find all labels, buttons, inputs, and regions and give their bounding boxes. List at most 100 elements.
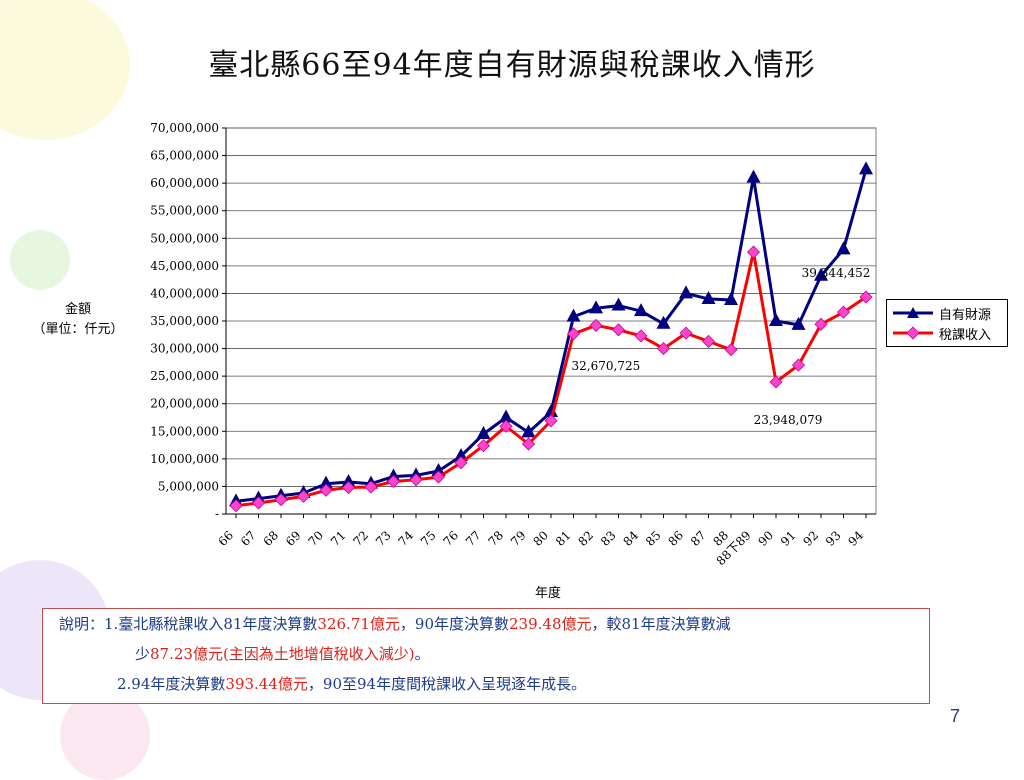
x-tick-label: 92	[800, 528, 821, 549]
data-point-own-revenue	[746, 169, 761, 183]
data-point-tax-revenue	[341, 480, 356, 495]
x-tick-label: 67	[238, 528, 259, 549]
y-tick-label: 55,000,000	[150, 204, 219, 218]
data-point-tax-revenue	[499, 419, 513, 433]
x-tick-label: 73	[373, 528, 394, 549]
legend: 自有財源 稅課收入	[886, 299, 1008, 347]
data-point-own-revenue	[724, 292, 738, 306]
data-label: 32,670,725	[572, 359, 641, 373]
x-tick-label: 75	[418, 528, 439, 549]
y-tick-label: 35,000,000	[150, 314, 219, 328]
data-point-own-revenue	[701, 290, 716, 304]
data-point-tax-revenue	[836, 305, 851, 319]
data-label: 39,344,452	[802, 266, 871, 280]
data-point-tax-revenue	[791, 358, 806, 372]
x-tick-label: 70	[305, 528, 326, 549]
data-point-own-revenue	[791, 316, 806, 330]
data-point-tax-revenue	[746, 245, 761, 259]
y-tick-label: -	[215, 507, 219, 521]
note-item1-b: ，90年度決算數	[399, 615, 510, 633]
x-tick-label: 90	[755, 528, 776, 549]
line-chart: - 5,000,000 10,000,000 15,000,000 20,000,000…	[150, 121, 877, 568]
x-tick-label: 80	[530, 528, 551, 549]
legend-item-own-revenue: 自有財源	[893, 304, 992, 323]
legend-triangle-marker	[893, 307, 933, 318]
x-tick-label: 94	[845, 528, 866, 549]
data-point-tax-revenue	[521, 437, 536, 451]
note-item2-b: ，90至94年度間稅課收入呈現逐年成長。	[307, 675, 587, 693]
note-line-1: 說明：1.臺北縣稅課收入81年度決算數326.71億元，90年度決算數239.4…	[51, 609, 921, 639]
x-axis-label: 年度	[535, 586, 562, 601]
note-item2-v1: 393.44億元	[225, 675, 308, 693]
y-tick-label: 70,000,000	[150, 121, 219, 135]
x-tick-label: 77	[463, 528, 484, 549]
data-point-own-revenue	[454, 448, 468, 462]
data-point-tax-revenue	[611, 323, 626, 337]
data-point-own-revenue	[319, 475, 333, 489]
note-item2-a: 2.94年度決算數	[117, 675, 226, 693]
note-prefix: 說明：	[59, 615, 105, 633]
data-point-tax-revenue	[566, 327, 581, 341]
data-point-tax-revenue	[319, 483, 333, 497]
x-tick-label: 93	[823, 528, 844, 549]
x-tick-label: 71	[328, 528, 349, 549]
data-point-tax-revenue	[724, 343, 738, 357]
y-tick-label: 45,000,000	[150, 259, 219, 273]
data-point-own-revenue	[341, 474, 356, 488]
data-point-tax-revenue	[679, 326, 693, 340]
data-point-tax-revenue	[634, 329, 648, 343]
data-point-tax-revenue	[274, 493, 288, 507]
y-axis-label: 金額 （單位：仟元）	[28, 300, 128, 340]
decor-balloon-pink	[60, 690, 150, 780]
x-tick-label: 84	[620, 528, 641, 549]
data-point-tax-revenue	[859, 290, 873, 304]
note-item1-d: 少	[135, 645, 151, 663]
x-tick-label: 79	[508, 528, 529, 549]
data-point-own-revenue	[499, 409, 513, 423]
legend-item-tax-revenue: 稅課收入	[893, 324, 991, 343]
legend-diamond-marker	[893, 326, 933, 340]
data-point-tax-revenue	[544, 414, 558, 428]
data-point-own-revenue	[521, 424, 536, 438]
x-tick-label: 69	[283, 528, 304, 549]
y-tick-label: 60,000,000	[150, 176, 219, 190]
note-item1-a: 1.臺北縣稅課收入81年度決算數	[104, 615, 318, 633]
data-point-own-revenue	[611, 297, 626, 311]
data-point-tax-revenue	[431, 470, 446, 484]
y-axis-label-line2: （單位：仟元）	[32, 322, 124, 337]
data-point-own-revenue	[476, 426, 491, 440]
note-item1-e: 。	[414, 645, 430, 663]
data-label: 23,948,079	[754, 413, 823, 427]
data-point-own-revenue	[836, 241, 851, 255]
data-point-own-revenue	[634, 303, 648, 317]
page-title: 臺北縣66至94年度自有財源與稅課收入情形	[208, 48, 816, 83]
y-tick-label: 5,000,000	[158, 479, 219, 493]
y-tick-label: 10,000,000	[150, 452, 219, 466]
data-point-own-revenue	[656, 315, 671, 329]
data-point-tax-revenue	[364, 480, 378, 494]
note-line-3: 2.94年度決算數393.44億元，90至94年度間稅課收入呈現逐年成長。	[51, 669, 921, 699]
data-point-tax-revenue	[229, 499, 243, 513]
legend-label-own-revenue: 自有財源	[939, 307, 992, 323]
y-tick-label: 30,000,000	[150, 342, 219, 356]
data-point-tax-revenue	[409, 473, 423, 487]
x-tick-label: 74	[395, 528, 416, 549]
data-point-tax-revenue	[701, 334, 716, 348]
y-axis-label-line1: 金額	[64, 302, 91, 317]
data-point-tax-revenue	[769, 375, 783, 389]
x-tick-label: 78	[485, 528, 506, 549]
data-point-tax-revenue	[251, 496, 266, 510]
y-tick-label: 50,000,000	[150, 231, 219, 245]
note-line-2: 少87.23億元(主因為土地增值稅收入減少)。	[51, 639, 921, 669]
data-point-own-revenue	[589, 300, 603, 314]
data-point-own-revenue	[859, 161, 873, 175]
x-tick-label: 66	[215, 528, 236, 549]
x-tick-label: 82	[575, 528, 596, 549]
data-point-own-revenue	[679, 285, 693, 299]
data-point-own-revenue	[769, 313, 783, 326]
data-point-tax-revenue	[476, 439, 491, 453]
x-tick-label: 83	[598, 528, 619, 549]
y-tick-label: 15,000,000	[150, 424, 219, 438]
x-tick-label: 86	[665, 528, 686, 549]
note-item1-v3: 87.23億元(主因為土地增值稅收入減少)	[150, 645, 415, 663]
